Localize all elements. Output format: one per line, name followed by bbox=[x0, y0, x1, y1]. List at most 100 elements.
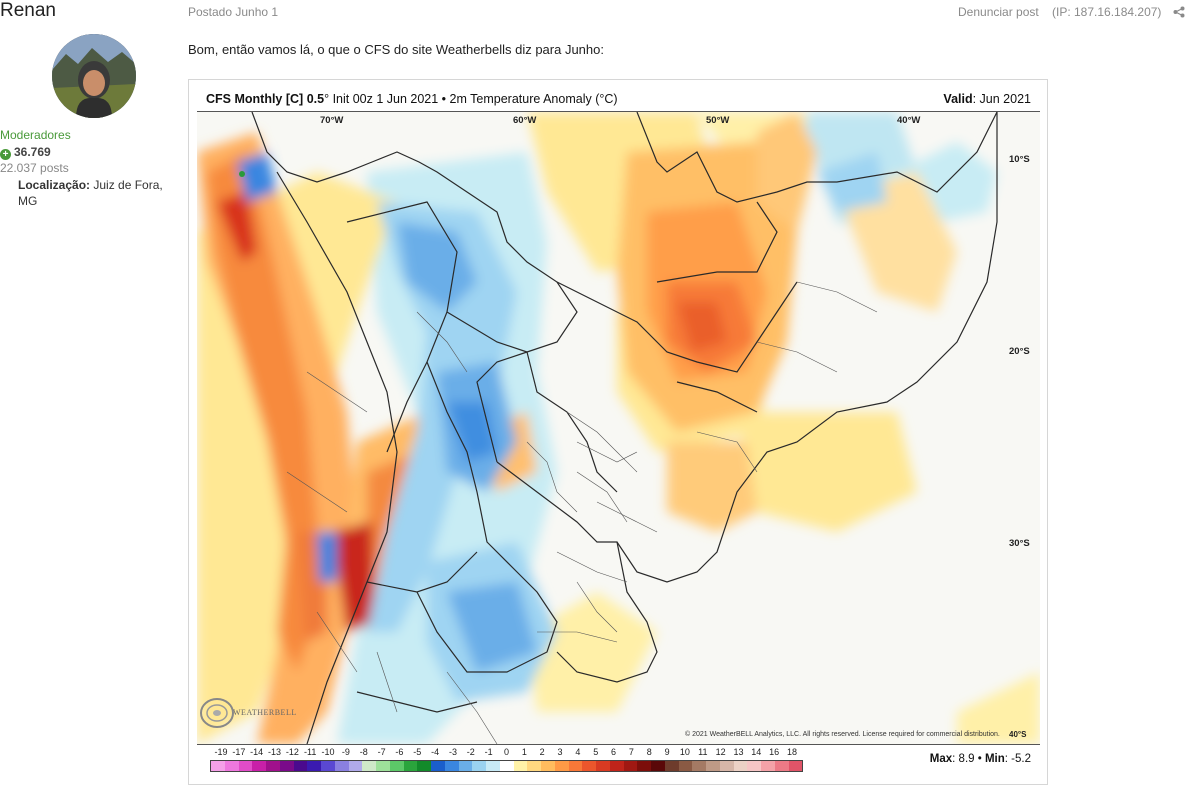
scale-swatch bbox=[788, 761, 803, 771]
scale-label: 12 bbox=[715, 747, 726, 757]
lon-label-70w: 70°W bbox=[320, 115, 344, 126]
scale-label: -8 bbox=[359, 747, 368, 757]
scale-label: 18 bbox=[786, 747, 798, 757]
scale-swatch bbox=[692, 761, 706, 771]
scale-swatch bbox=[527, 761, 541, 771]
post-body-text: Bom, então vamos lá, o que o CFS do site… bbox=[188, 42, 604, 57]
valid-label: Valid bbox=[943, 92, 973, 106]
lat-label-40s: 40°S bbox=[1009, 730, 1027, 739]
map-title: CFS Monthly [C] 0.5° Init 00z 1 Jun 2021… bbox=[206, 92, 618, 106]
lon-label-40w: 40°W bbox=[897, 115, 921, 126]
lon-label-60w: 60°W bbox=[513, 115, 537, 126]
member-group[interactable]: Moderadores bbox=[0, 128, 71, 142]
scale-label: 0 bbox=[503, 747, 510, 757]
scale-swatch bbox=[334, 761, 349, 771]
scale-swatch bbox=[706, 761, 720, 771]
ip-address[interactable]: (IP: 187.16.184.207) bbox=[1052, 5, 1162, 19]
scale-label: -11 bbox=[304, 747, 317, 757]
lat-label-10s: 10°S bbox=[1009, 154, 1030, 165]
max-min-readout: Max: 8.9 • Min: -5.2 bbox=[930, 753, 1031, 765]
scale-label: 11 bbox=[698, 747, 708, 757]
scale-label: 7 bbox=[628, 747, 634, 757]
scale-swatch bbox=[719, 761, 734, 771]
scale-swatch bbox=[389, 761, 404, 771]
map-title-resolution: 0.5 bbox=[306, 92, 325, 106]
scale-label: 1 bbox=[521, 747, 527, 757]
scale-swatch bbox=[293, 761, 308, 771]
scale-swatch bbox=[541, 761, 555, 771]
scale-swatch bbox=[513, 761, 528, 771]
scale-swatch bbox=[609, 761, 624, 771]
scale-swatch bbox=[238, 761, 253, 771]
map-title-model: CFS Monthly [C] bbox=[206, 92, 304, 106]
scale-swatch bbox=[486, 761, 500, 771]
scale-swatch bbox=[417, 761, 431, 771]
scale-swatch bbox=[747, 761, 761, 771]
author-name[interactable]: Renan bbox=[0, 0, 56, 21]
scale-swatch bbox=[678, 761, 693, 771]
scale-label: 10 bbox=[679, 747, 690, 757]
valid-value: : Jun 2021 bbox=[972, 92, 1031, 106]
scale-swatch bbox=[472, 761, 486, 771]
scale-swatch bbox=[637, 761, 651, 771]
scale-label: 14 bbox=[751, 747, 762, 757]
scale-label: -19 bbox=[214, 747, 228, 757]
scale-label: -17 bbox=[232, 747, 246, 757]
scale-label: -14 bbox=[250, 747, 264, 757]
map-title-detail: ° Init 00z 1 Jun 2021 • 2m Temperature A… bbox=[324, 92, 618, 106]
scale-label: -9 bbox=[341, 747, 350, 757]
scale-label: -4 bbox=[431, 747, 440, 757]
scale-swatch bbox=[348, 761, 363, 771]
scale-label: -2 bbox=[466, 747, 475, 757]
location: Localização: Juiz de Fora, MG bbox=[18, 177, 172, 209]
scale-swatch bbox=[431, 761, 445, 771]
scale-label: 5 bbox=[593, 747, 599, 757]
scale-swatch bbox=[651, 761, 665, 771]
lat-label-30s: 30°S bbox=[1009, 538, 1030, 549]
report-post-link[interactable]: Denunciar post bbox=[958, 5, 1039, 19]
post-date[interactable]: Postado Junho 1 bbox=[188, 5, 279, 19]
max-label: Max bbox=[929, 753, 953, 765]
scale-swatch bbox=[733, 761, 748, 771]
copyright-notice: © 2021 WeatherBELL Analytics, LLC. All r… bbox=[685, 731, 1000, 738]
scale-swatch bbox=[554, 761, 569, 771]
scale-swatch bbox=[623, 761, 638, 771]
scale-swatch bbox=[321, 761, 335, 771]
scale-swatch bbox=[458, 761, 473, 771]
scale-swatch bbox=[307, 761, 321, 771]
scale-swatch bbox=[279, 761, 294, 771]
share-icon[interactable] bbox=[1173, 6, 1185, 18]
weatherbell-logo-icon bbox=[200, 698, 234, 728]
scale-label: 8 bbox=[646, 747, 652, 757]
color-scale-bar bbox=[210, 760, 803, 772]
scale-label: 4 bbox=[575, 747, 581, 757]
scale-label: -6 bbox=[395, 747, 404, 757]
scale-swatch bbox=[761, 761, 775, 771]
min-value: : -5.2 bbox=[1004, 753, 1031, 765]
scale-label: -5 bbox=[413, 747, 422, 757]
lat-label-20s: 20°S bbox=[1009, 346, 1030, 357]
scale-swatch bbox=[403, 761, 418, 771]
scale-swatch bbox=[664, 761, 679, 771]
temperature-anomaly-map: 70°W 60°W 50°W 40°W 10°S 20°S 30°S 40°S … bbox=[197, 111, 1040, 745]
scale-label: 16 bbox=[769, 747, 780, 757]
scale-label: 13 bbox=[733, 747, 744, 757]
max-value: : 8.9 bbox=[952, 753, 975, 765]
avatar[interactable] bbox=[52, 34, 136, 118]
scale-swatch bbox=[499, 761, 514, 771]
plus-circle-icon: + bbox=[0, 149, 11, 160]
scale-swatch bbox=[596, 761, 610, 771]
scale-label: 9 bbox=[664, 747, 670, 757]
scale-label: -12 bbox=[285, 747, 299, 757]
reputation: +36.769 bbox=[0, 145, 190, 160]
scale-swatch bbox=[252, 761, 266, 771]
location-label: Localização: bbox=[18, 178, 91, 192]
scale-swatch bbox=[568, 761, 583, 771]
scale-swatch bbox=[266, 761, 280, 771]
scale-swatch bbox=[224, 761, 239, 771]
scale-swatch bbox=[362, 761, 376, 771]
post-count: 22.037 posts bbox=[0, 161, 69, 175]
forecast-map-image[interactable]: CFS Monthly [C] 0.5° Init 00z 1 Jun 2021… bbox=[188, 79, 1048, 785]
scale-swatch bbox=[376, 761, 390, 771]
scale-label: 2 bbox=[539, 747, 545, 757]
